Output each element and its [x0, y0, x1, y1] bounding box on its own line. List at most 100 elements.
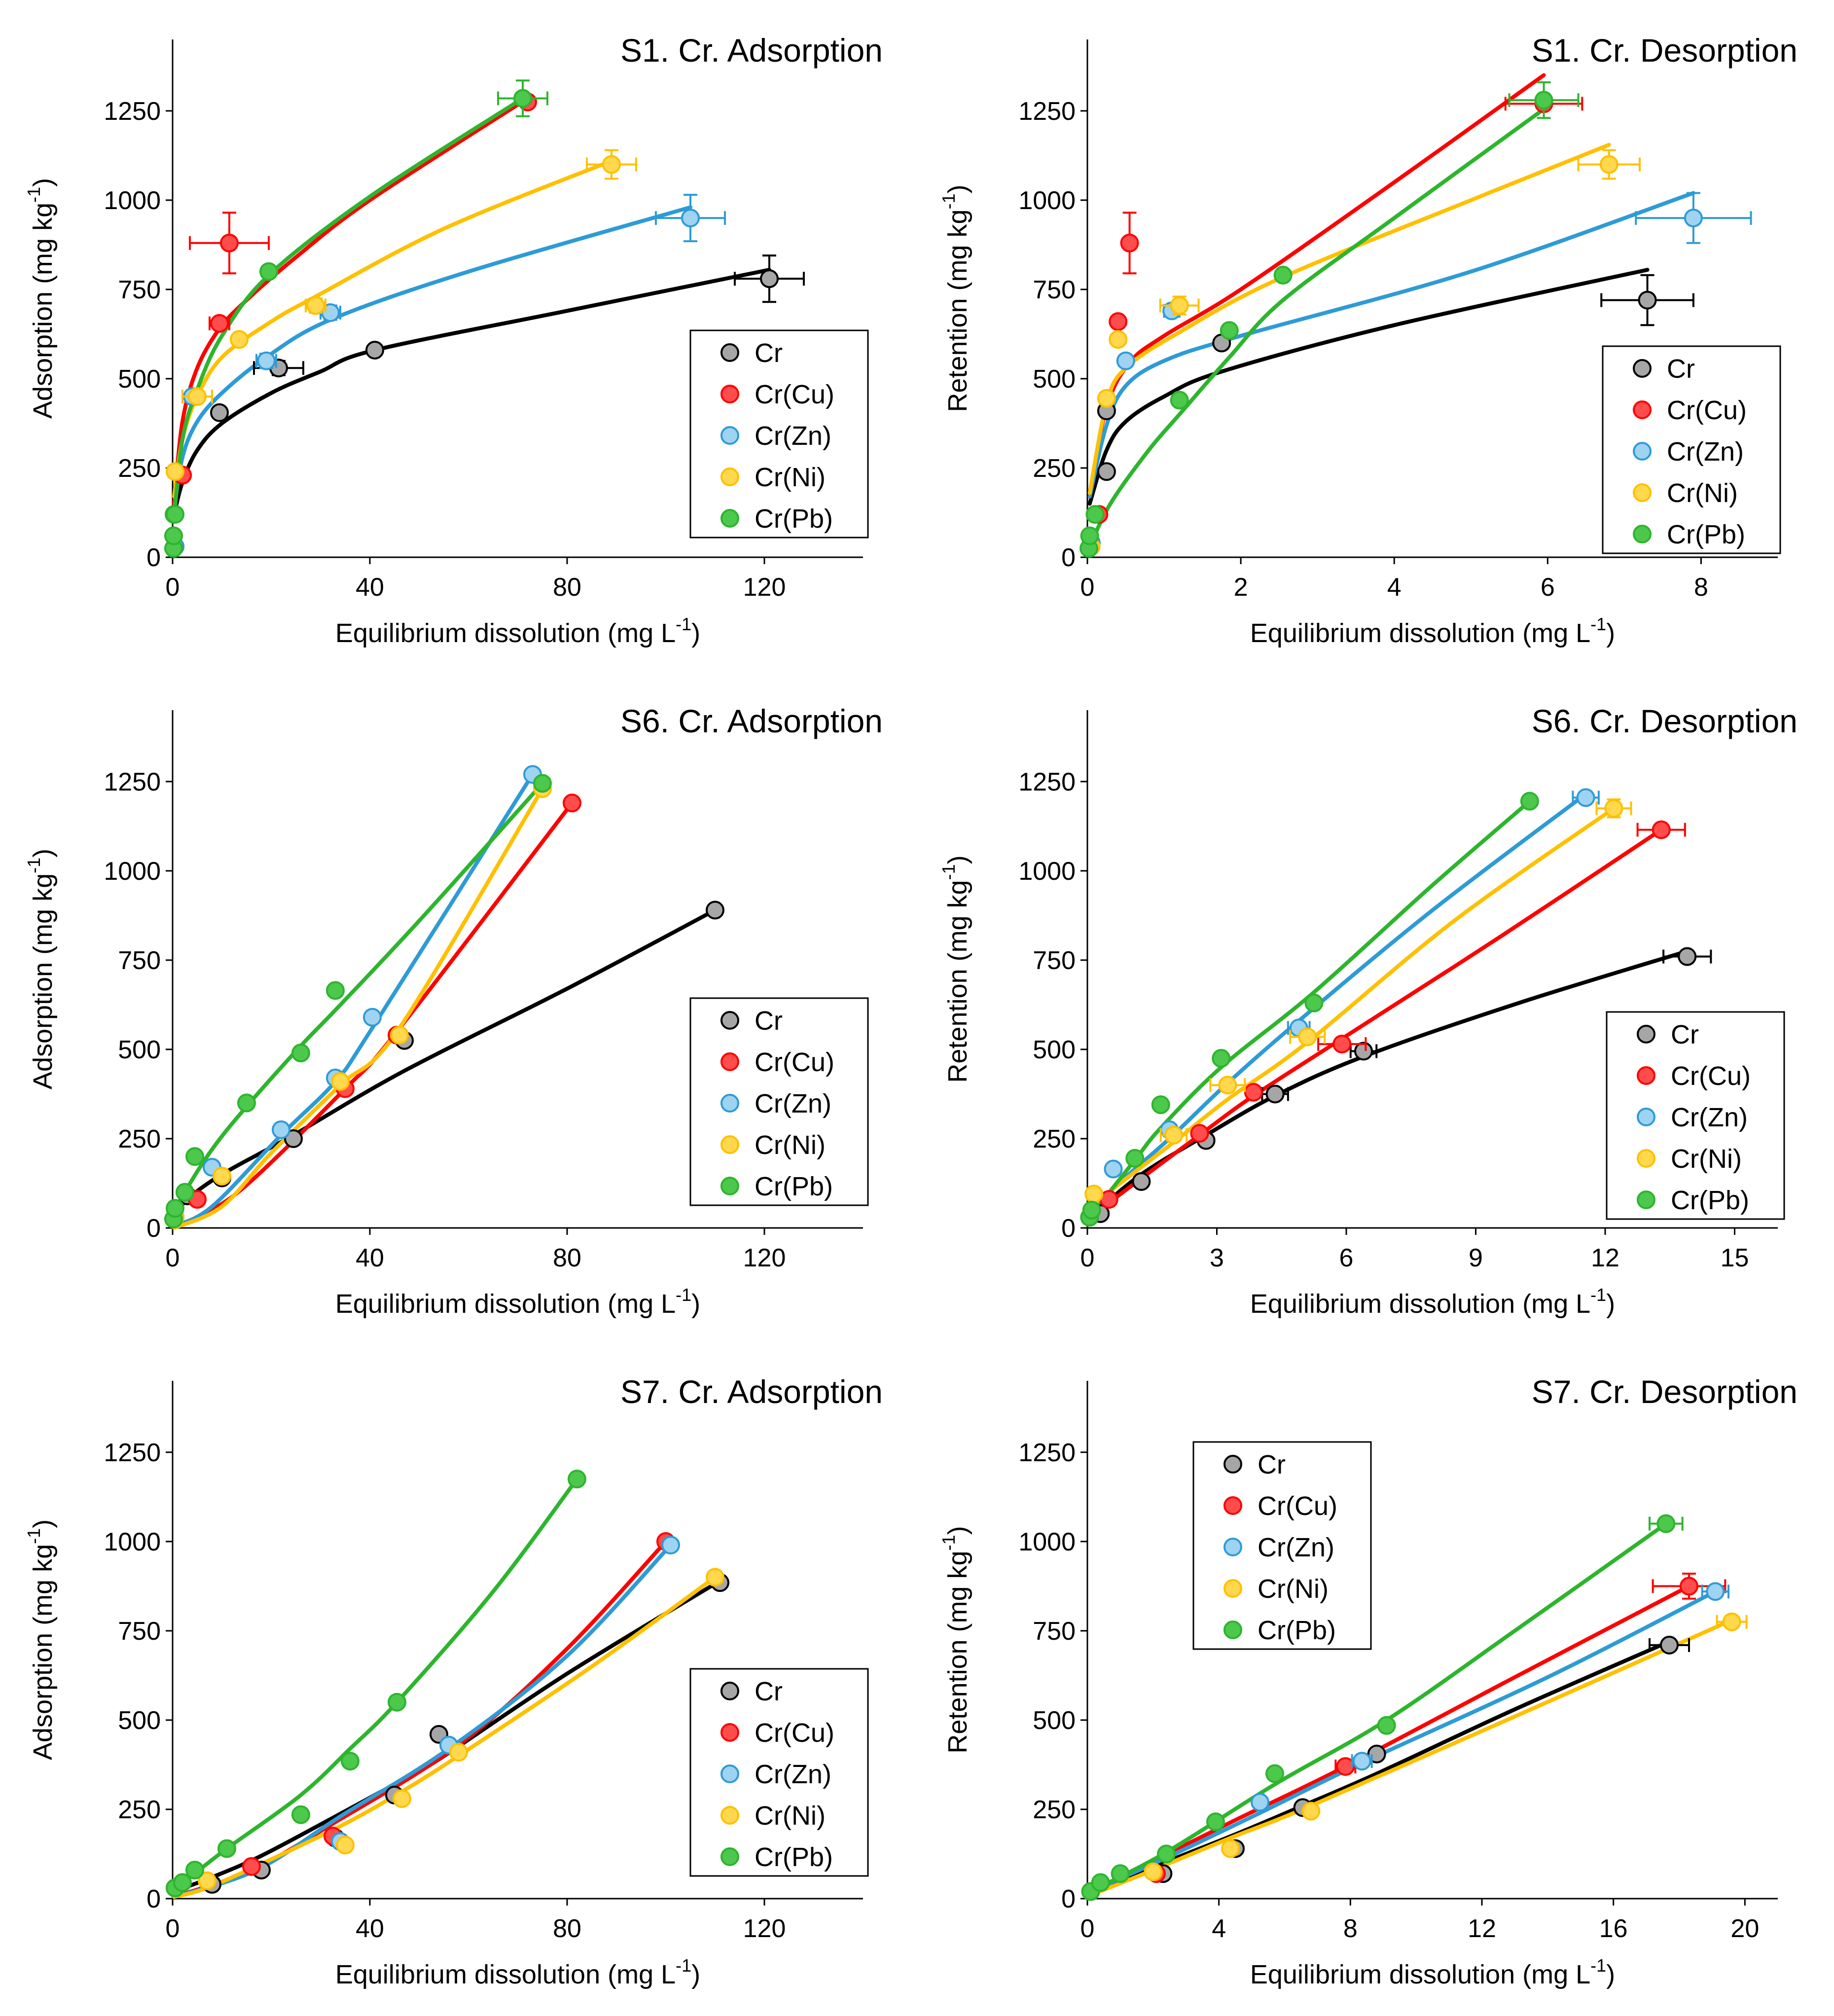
y-tick-label: 500 — [118, 1036, 161, 1064]
fit-curve-cr-zn — [1087, 792, 1588, 1221]
data-point-cr-ni — [1170, 296, 1189, 315]
fit-curve-cr — [172, 908, 717, 1220]
data-point-cr-ni — [188, 387, 207, 406]
y-tick-label: 0 — [146, 543, 161, 572]
data-point-cr-pb — [1091, 1873, 1110, 1892]
data-point-cr-ni — [706, 1568, 724, 1587]
y-tick-label: 1250 — [104, 768, 161, 796]
y-tick-label: 1250 — [104, 1439, 161, 1467]
legend-marker-cr-pb — [720, 509, 739, 528]
legend-label-cr-ni: Cr(Ni) — [1671, 1144, 1742, 1174]
y-tick-label: 250 — [118, 454, 161, 483]
data-point-cr — [1097, 462, 1116, 481]
y-tick-label: 1000 — [104, 857, 161, 886]
x-tick-label: 80 — [553, 1244, 581, 1272]
legend-label-cr-zn: Cr(Zn) — [1671, 1103, 1748, 1132]
data-point-cr-zn — [272, 1120, 290, 1139]
legend-label-cr-cu: Cr(Cu) — [1258, 1491, 1337, 1521]
data-point-cr — [706, 900, 724, 920]
y-tick-label: 250 — [118, 1796, 161, 1824]
legend-box — [1606, 1011, 1785, 1220]
x-tick-label: 3 — [1210, 1244, 1224, 1272]
data-point-cr-pb — [326, 981, 345, 1000]
y-tick-label: 750 — [1033, 946, 1076, 975]
fit-curve-cr-zn — [172, 1543, 673, 1899]
legend-label-cr-pb: Cr(Pb) — [755, 1172, 833, 1201]
legend-marker-cr-zn — [1633, 442, 1652, 461]
legend-marker-cr-zn — [1223, 1538, 1242, 1556]
panel-s1-adsorption: S1. Cr. Adsorption 0 250 500 750 1000 1250 0 40 8… — [24, 32, 883, 648]
legend-label-cr-ni: Cr(Ni) — [755, 463, 826, 492]
legend-marker-cr-pb — [720, 1177, 739, 1195]
x-axis-label: Equilibrium dissolution (mg L-1) — [1250, 1955, 1615, 1989]
data-point-cr-pb — [237, 1093, 256, 1113]
y-tick-label: 0 — [146, 1885, 161, 1913]
data-point-cr-cu — [242, 1857, 261, 1876]
data-point-cr-ni — [393, 1789, 411, 1808]
legend-marker-cr-cu — [720, 1052, 739, 1071]
legend-marker-cr-cu — [720, 1723, 739, 1742]
legend-label-cr-cu: Cr(Cu) — [1671, 1061, 1751, 1091]
y-tick-label: 1250 — [104, 97, 161, 126]
legend-marker-cr — [1633, 359, 1652, 378]
data-point-cr — [1660, 1635, 1679, 1655]
data-point-cr-pb — [1212, 1049, 1231, 1068]
data-point-cr-ni — [1298, 1027, 1317, 1046]
legend-label-cr: Cr — [1258, 1450, 1286, 1479]
legend-label-cr-zn: Cr(Zn) — [1258, 1533, 1334, 1562]
data-point-cr-pb — [1085, 505, 1105, 524]
legend-label-cr-pb: Cr(Pb) — [1667, 520, 1745, 549]
fit-curve-cr — [1087, 949, 1690, 1220]
legend-label-cr-ni: Cr(Ni) — [1258, 1574, 1329, 1604]
y-tick-label: 1000 — [1018, 1528, 1076, 1556]
data-point-cr-pb — [1111, 1864, 1130, 1883]
chart-title: S7. Cr. Desorption — [1532, 1373, 1798, 1410]
x-tick-label: 0 — [166, 1244, 180, 1272]
data-point-cr-cu — [1109, 312, 1128, 331]
x-tick-label: 120 — [743, 1914, 786, 1943]
data-point-cr-ni — [1097, 389, 1116, 408]
data-point-cr-cu — [1120, 233, 1139, 252]
data-point-cr-zn — [681, 209, 700, 228]
data-point-cr-pb — [176, 1183, 194, 1202]
data-point-cr-ni — [602, 155, 621, 174]
data-point-cr-zn — [1576, 788, 1595, 807]
data-point-cr-pb — [1206, 1812, 1225, 1832]
panel-s1-desorption: S1. Cr. Desorption 0 250 500 750 1000 1250 0 2 4 6… — [938, 32, 1798, 648]
data-point-cr-pb — [1082, 1200, 1101, 1220]
legend-marker-cr-zn — [720, 426, 739, 445]
x-tick-label: 6 — [1339, 1244, 1354, 1272]
data-point-cr — [1265, 1084, 1285, 1104]
legend-label-cr-zn: Cr(Zn) — [1667, 437, 1744, 467]
legend-label-cr-cu: Cr(Cu) — [755, 1718, 834, 1748]
legend-label-cr-pb: Cr(Pb) — [1258, 1616, 1336, 1645]
data-point-cr-pb — [1125, 1149, 1145, 1168]
data-point-cr-pb — [1273, 265, 1293, 285]
y-tick-label: 250 — [1033, 1125, 1076, 1153]
data-point-cr-pb — [533, 774, 552, 793]
y-tick-label: 750 — [118, 946, 161, 975]
y-tick-label: 1250 — [1018, 768, 1076, 796]
legend-marker-cr-ni — [1637, 1149, 1655, 1168]
legend-box — [1192, 1441, 1372, 1650]
fit-curve-cr-cu — [172, 1539, 668, 1899]
legend-marker-cr-zn — [720, 1094, 739, 1113]
data-point-cr-ni — [1109, 330, 1128, 349]
panel-s6-desorption: S6. Cr. Desorption 0 250 500 750 1000 1250 0 3 6 9… — [938, 703, 1798, 1319]
data-point-cr-zn — [1706, 1582, 1725, 1601]
x-tick-label: 40 — [356, 1914, 384, 1943]
y-tick-label: 750 — [118, 276, 161, 304]
data-point-cr-ni — [1301, 1801, 1321, 1821]
data-point-cr-pb — [164, 526, 183, 545]
chart-title: S1. Cr. Adsorption — [620, 32, 883, 69]
data-point-cr-zn — [1116, 351, 1135, 370]
y-axis-label: Adsorption (mg kg-1) — [24, 178, 58, 419]
x-tick-label: 0 — [166, 1914, 180, 1943]
legend-label-cr-ni: Cr(Ni) — [755, 1130, 826, 1160]
y-tick-label: 250 — [1033, 1796, 1076, 1824]
x-axis-label: Equilibrium dissolution (mg L-1) — [335, 1285, 700, 1319]
legend-marker-cr-cu — [1637, 1066, 1655, 1085]
legend-label-cr-cu: Cr(Cu) — [1667, 396, 1747, 425]
panel-s7-desorption: S7. Cr. Desorption 0 250 500 750 1000 1250 0 4 8 1… — [938, 1373, 1798, 1989]
x-axis-label: Equilibrium dissolution (mg L-1) — [335, 614, 700, 648]
